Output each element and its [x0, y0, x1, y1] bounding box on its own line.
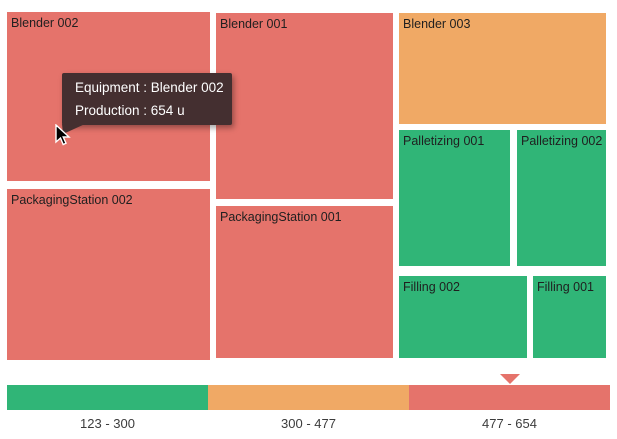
- treemap-tile-filling-002[interactable]: Filling 002: [399, 276, 527, 358]
- treemap-tile-palletizing-001[interactable]: Palletizing 001: [399, 130, 510, 266]
- treemap-tile-packagingstation-002[interactable]: PackagingStation 002: [7, 189, 210, 360]
- legend-label-low: 123 - 300: [80, 416, 135, 431]
- tooltip-production-line: Production : 654 u: [75, 103, 185, 118]
- legend-segment-mid: [208, 385, 409, 410]
- tile-label: Blender 002: [11, 16, 79, 30]
- treemap-tile-palletizing-002[interactable]: Palletizing 002: [517, 130, 606, 266]
- tile-label: PackagingStation 002: [11, 193, 133, 207]
- tooltip-tail: [62, 124, 85, 134]
- tile-label: Palletizing 001: [403, 134, 485, 148]
- legend-marker-triangle-icon: [500, 374, 520, 384]
- treemap-tile-blender-003[interactable]: Blender 003: [399, 13, 606, 124]
- legend-bar: [7, 385, 610, 410]
- legend-segment-low: [7, 385, 208, 410]
- tile-label: Filling 002: [403, 280, 460, 294]
- tooltip: Equipment : Blender 002 Production : 654…: [62, 73, 232, 125]
- mouse-cursor: [55, 124, 71, 146]
- tile-label: Filling 001: [537, 280, 594, 294]
- treemap-tile-packagingstation-001[interactable]: PackagingStation 001: [216, 206, 393, 358]
- treemap-tile-blender-001[interactable]: Blender 001: [216, 13, 393, 199]
- tile-label: Palletizing 002: [521, 134, 603, 148]
- treemap-tile-filling-001[interactable]: Filling 001: [533, 276, 606, 358]
- legend-label-mid: 300 - 477: [281, 416, 336, 431]
- tile-label: Blender 001: [220, 17, 288, 31]
- tile-label: Blender 003: [403, 17, 471, 31]
- tile-label: PackagingStation 001: [220, 210, 342, 224]
- legend-label-high: 477 - 654: [482, 416, 537, 431]
- tooltip-equipment-line: Equipment : Blender 002: [75, 80, 224, 95]
- legend-segment-high: [409, 385, 610, 410]
